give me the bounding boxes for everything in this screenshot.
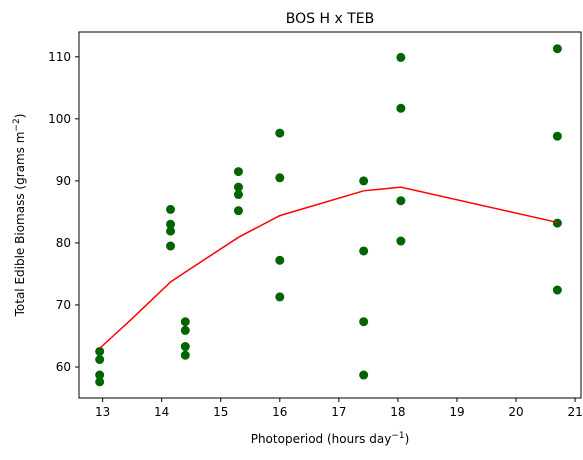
x-tick-label: 18: [390, 405, 405, 419]
scatter-point: [359, 176, 369, 186]
scatter-point: [95, 370, 105, 380]
plot-frame: [78, 31, 582, 399]
scatter-point: [233, 167, 243, 177]
scatter-point: [396, 103, 406, 113]
scatter-point: [180, 317, 190, 327]
y-tick-label: 90: [56, 174, 71, 188]
scatter-point: [95, 355, 105, 365]
scatter-point: [166, 226, 176, 236]
y-axis-label-sup: −2: [12, 118, 22, 131]
scatter-point: [552, 285, 562, 295]
scatter-point: [233, 182, 243, 192]
y-tick-label: 100: [48, 112, 71, 126]
x-tick-label: 15: [213, 405, 228, 419]
x-axis-label-end: ): [405, 432, 410, 446]
chart-title: BOS H x TEB: [286, 11, 374, 27]
scatter-point: [275, 128, 285, 138]
y-tick-label: 80: [56, 236, 71, 250]
x-tick-label: 21: [567, 405, 582, 419]
y-tick-label: 110: [48, 50, 71, 64]
scatter-point: [552, 44, 562, 54]
scatter-point: [552, 218, 562, 228]
scatter-point: [396, 236, 406, 246]
scatter-point: [166, 241, 176, 251]
y-tick-label: 70: [56, 298, 71, 312]
x-axis-label-sup: −1: [391, 431, 404, 441]
scatter-point: [166, 219, 176, 229]
plot-marks: [95, 44, 562, 387]
scatter-point: [275, 292, 285, 302]
x-tick-label: 14: [154, 405, 169, 419]
scatter-point: [180, 350, 190, 360]
scatter-point: [359, 370, 369, 380]
y-axis-ticks: 60 70 80 90 100 110: [48, 50, 79, 374]
scatter-point: [166, 204, 176, 214]
scatter-point: [552, 131, 562, 141]
x-tick-label: 20: [508, 405, 523, 419]
x-tick-label: 16: [272, 405, 287, 419]
scatter-point: [275, 173, 285, 183]
y-tick-label: 60: [56, 360, 71, 374]
y-axis-label-main: Total Edible Biomass (grams m: [13, 132, 27, 318]
x-axis-label-main: Photoperiod (hours day: [251, 432, 392, 446]
y-axis-label-end: ): [13, 114, 27, 119]
x-axis-ticks: 13 14 15 16 17 18 19 20 21: [95, 398, 583, 419]
trend-line: [99, 186, 558, 349]
x-axis-label: Photoperiod (hours day−1): [251, 431, 410, 446]
scatter-point: [233, 190, 243, 200]
scatter-point: [95, 346, 105, 356]
scatter-point: [95, 377, 105, 387]
scatter-point: [275, 255, 285, 265]
scatter-point: [180, 325, 190, 335]
x-tick-label: 13: [95, 405, 110, 419]
scatter-point: [396, 196, 406, 206]
scatter-point: [233, 206, 243, 216]
scatter-point: [359, 246, 369, 256]
scatter-point: [396, 52, 406, 62]
x-tick-label: 19: [449, 405, 464, 419]
scatter-point: [180, 342, 190, 352]
scatter-point: [359, 317, 369, 327]
x-tick-label: 17: [331, 405, 346, 419]
y-axis-label: Total Edible Biomass (grams m−2): [12, 114, 27, 318]
